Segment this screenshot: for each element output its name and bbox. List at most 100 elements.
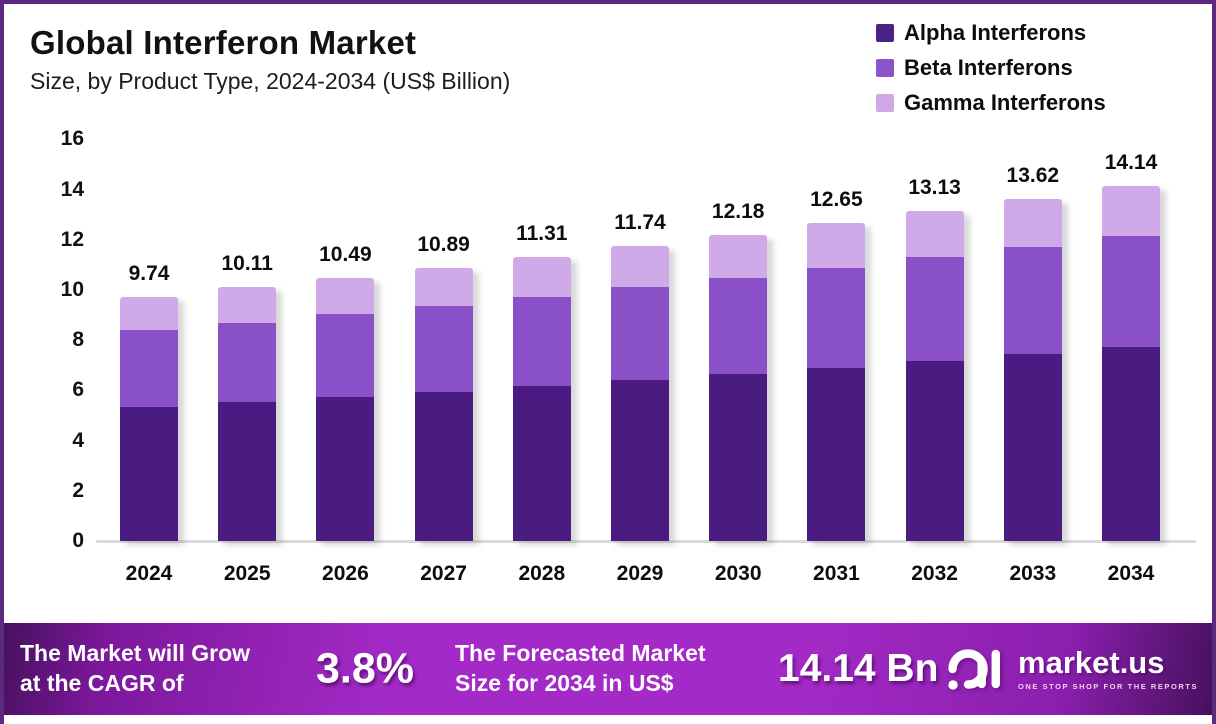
bar-2027 bbox=[414, 267, 473, 541]
total-label-2024: 9.74 bbox=[128, 261, 170, 285]
y-axis-tick-16: 16 bbox=[60, 127, 84, 151]
x-axis-label-2032: 2032 bbox=[911, 562, 958, 585]
bar-2030-alpha-segment bbox=[709, 374, 768, 541]
legend-item-gamma: Gamma Interferons bbox=[876, 90, 1106, 116]
x-axis-label-2033: 2033 bbox=[1009, 562, 1057, 585]
marketus-logo: market.us ONE STOP SHOP FOR THE REPORTS bbox=[946, 644, 1198, 694]
cagr-label: The Market will Grow at the CAGR of bbox=[20, 639, 250, 699]
bar-2034-alpha-segment bbox=[1102, 347, 1160, 541]
forecast-label-line2: Size for 2034 in US$ bbox=[455, 670, 674, 696]
total-label-2025: 10.11 bbox=[221, 252, 273, 276]
bar-2026-beta-segment bbox=[316, 314, 375, 398]
bar-2031-beta-segment bbox=[807, 267, 866, 368]
bar-2031-gamma-segment bbox=[807, 223, 866, 268]
legend-label: Gamma Interferons bbox=[904, 90, 1106, 115]
total-label-2029: 11.74 bbox=[614, 211, 666, 235]
y-axis-tick-0: 0 bbox=[72, 529, 84, 552]
bar-2034-beta-segment bbox=[1102, 235, 1160, 348]
bar-2027-beta-segment bbox=[414, 305, 473, 392]
legend-label: Alpha Interferons bbox=[904, 20, 1087, 45]
x-axis-label-2026: 2026 bbox=[322, 562, 369, 585]
legend-item-beta: Beta Interferons bbox=[876, 55, 1106, 81]
total-label-2032: 13.13 bbox=[908, 176, 961, 200]
bar-2028-alpha-segment bbox=[512, 385, 571, 541]
bar-2032-alpha-segment bbox=[905, 361, 964, 541]
bar-2025-gamma-segment bbox=[218, 287, 277, 323]
bar-2033-gamma-segment bbox=[1003, 199, 1062, 247]
x-axis-baseline bbox=[96, 540, 1196, 543]
marketus-spiral-icon bbox=[948, 649, 1001, 690]
bar-2024-beta-segment bbox=[120, 330, 178, 408]
bar-2025 bbox=[218, 287, 277, 541]
bar-2031 bbox=[807, 223, 866, 541]
bar-2028-beta-segment bbox=[512, 296, 571, 386]
legend-swatch-icon bbox=[876, 24, 894, 42]
y-axis-tick-8: 8 bbox=[72, 328, 84, 352]
bar-2028-gamma-segment bbox=[512, 257, 571, 297]
total-label-2031: 12.65 bbox=[810, 188, 863, 212]
forecast-value: 14.14 Bn bbox=[778, 647, 939, 690]
bar-2032 bbox=[905, 211, 964, 541]
forecast-label: The Forecasted Market Size for 2034 in U… bbox=[455, 639, 706, 699]
cagr-value: 3.8% bbox=[316, 644, 415, 693]
cagr-label-line1: The Market will Grow bbox=[20, 640, 251, 667]
legend-swatch-icon bbox=[876, 94, 894, 112]
bar-2026-alpha-segment bbox=[316, 397, 375, 541]
page-subtitle: Size, by Product Type, 2024-2034 (US$ Bi… bbox=[30, 68, 511, 94]
x-axis-label-2029: 2029 bbox=[616, 562, 664, 585]
bar-2030 bbox=[709, 235, 768, 541]
y-axis-tick-14: 14 bbox=[60, 177, 84, 201]
forecast-label-line1: The Forecasted Market bbox=[455, 640, 706, 667]
total-label-2034: 14.14 bbox=[1104, 151, 1158, 175]
bar-2026 bbox=[316, 277, 375, 541]
bar-2026-gamma-segment bbox=[316, 277, 375, 315]
bar-2029-beta-segment bbox=[611, 287, 669, 381]
bar-2033-beta-segment bbox=[1003, 246, 1062, 355]
bar-2033 bbox=[1003, 199, 1062, 541]
y-axis-tick-2: 2 bbox=[72, 478, 84, 502]
bar-2031-alpha-segment bbox=[807, 367, 866, 541]
x-axis-label-2025: 2025 bbox=[223, 562, 271, 585]
legend-label: Beta Interferons bbox=[904, 55, 1073, 80]
bar-2025-alpha-segment bbox=[218, 402, 277, 541]
logo-name: market.us bbox=[1018, 645, 1165, 680]
bar-2024-gamma-segment bbox=[120, 296, 178, 331]
bar-2029 bbox=[611, 246, 669, 541]
bar-2033-alpha-segment bbox=[1003, 354, 1062, 541]
x-axis-label-2028: 2028 bbox=[518, 562, 566, 585]
total-label-2030: 12.18 bbox=[711, 200, 765, 224]
x-axis-label-2030: 2030 bbox=[714, 562, 762, 585]
total-label-2027: 10.89 bbox=[417, 232, 470, 256]
bar-2027-gamma-segment bbox=[414, 267, 473, 306]
cagr-label-line2: at the CAGR of bbox=[20, 670, 184, 696]
logo-tagline: ONE STOP SHOP FOR THE REPORTS bbox=[1018, 682, 1198, 691]
legend-item-alpha: Alpha Interferons bbox=[876, 20, 1106, 46]
legend-swatch-icon bbox=[876, 59, 894, 77]
bar-2034-gamma-segment bbox=[1102, 186, 1160, 236]
y-axis-tick-10: 10 bbox=[60, 278, 84, 301]
x-axis-label-2031: 2031 bbox=[813, 562, 860, 585]
y-axis-tick-6: 6 bbox=[72, 378, 84, 402]
bar-2025-beta-segment bbox=[218, 322, 277, 403]
bar-2028 bbox=[512, 257, 571, 541]
bar-2029-alpha-segment bbox=[611, 380, 669, 541]
bar-2032-beta-segment bbox=[905, 257, 964, 361]
bar-2032-gamma-segment bbox=[905, 211, 964, 258]
logo-text: market.us ONE STOP SHOP FOR THE REPORTS bbox=[1018, 647, 1198, 691]
summary-banner: The Market will Grow at the CAGR of 3.8%… bbox=[4, 623, 1212, 715]
bar-2029-gamma-segment bbox=[611, 246, 669, 288]
bar-2030-beta-segment bbox=[709, 277, 768, 375]
x-axis-label-2027: 2027 bbox=[420, 562, 467, 585]
total-label-2028: 11.31 bbox=[516, 222, 568, 246]
bar-2030-gamma-segment bbox=[709, 235, 768, 278]
page-title: Global Interferon Market bbox=[30, 24, 417, 61]
y-axis-tick-4: 4 bbox=[72, 428, 84, 452]
x-axis-label-2024: 2024 bbox=[125, 562, 173, 585]
y-axis-tick-12: 12 bbox=[60, 227, 84, 251]
bar-2027-alpha-segment bbox=[414, 391, 473, 541]
bar-2024-alpha-segment bbox=[120, 407, 178, 541]
total-label-2033: 13.62 bbox=[1006, 164, 1060, 188]
bar-2024 bbox=[120, 296, 178, 541]
x-axis-label-2034: 2034 bbox=[1107, 562, 1155, 585]
